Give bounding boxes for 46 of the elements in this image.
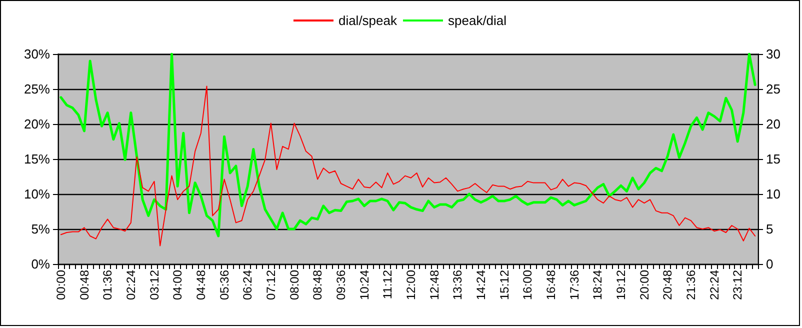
y2-tick-label: 20 — [766, 116, 780, 132]
x-tick-label: 00:48 — [77, 270, 92, 300]
x-tick-label: 04:00 — [170, 270, 185, 300]
y-tick-label: 15% — [24, 152, 50, 166]
x-tick-label: 13:36 — [450, 270, 465, 300]
y2-tick-label: 30 — [766, 46, 780, 62]
x-tick-label: 00:00 — [54, 270, 68, 300]
x-tick-label: 11:12 — [380, 270, 395, 300]
x-tick-label: 04:48 — [194, 270, 208, 300]
x-tick-label: 02:24 — [124, 270, 138, 300]
x-tick-label: 20:48 — [660, 270, 675, 300]
x-tick-label: 12:48 — [427, 270, 442, 300]
x-tick-label: 16:00 — [520, 270, 535, 300]
y-tick-label: 10% — [24, 186, 50, 202]
x-tick-label: 09:36 — [334, 270, 348, 300]
y2-tick-label: 10 — [766, 186, 780, 202]
x-tick-label: 16:48 — [544, 270, 558, 300]
x-tick-label: 15:12 — [497, 270, 512, 300]
x-tick-label: 14:24 — [474, 270, 488, 300]
x-tick-label: 08:48 — [310, 270, 325, 300]
x-tick-label: 10:24 — [357, 270, 372, 300]
y-tick-label: 20% — [24, 116, 50, 132]
y-tick-label: 0% — [31, 256, 50, 272]
x-tick-label: 23:12 — [730, 270, 745, 300]
x-tick-label: 12:00 — [404, 270, 418, 300]
x-tick-label: 19:12 — [614, 270, 628, 300]
x-tick-label: 08:00 — [287, 270, 302, 300]
x-tick-label: 01:36 — [100, 270, 115, 300]
x-tick-label: 22:24 — [707, 270, 722, 300]
x-tick-label: 18:24 — [590, 270, 605, 300]
y2-tick-label: 5 — [766, 222, 774, 236]
y2-tick-label: 25 — [766, 82, 780, 96]
x-tick-label: 07:12 — [264, 270, 278, 300]
y-tick-label: 30% — [24, 46, 50, 62]
legend-label: speak/dial — [448, 13, 507, 28]
y-tick-label: 25% — [24, 82, 50, 96]
y-tick-label: 5% — [31, 222, 50, 236]
legend-label: dial/speak — [338, 13, 398, 28]
x-tick-label: 03:12 — [147, 270, 162, 300]
x-tick-label: 20:00 — [637, 270, 652, 300]
x-tick-label: 17:36 — [567, 270, 582, 300]
x-tick-label: 06:24 — [240, 270, 255, 300]
x-tick-label: 21:36 — [684, 270, 698, 300]
y2-tick-label: 0 — [766, 256, 774, 272]
y2-tick-label: 15 — [766, 152, 780, 166]
x-tick-label: 05:36 — [217, 270, 232, 300]
